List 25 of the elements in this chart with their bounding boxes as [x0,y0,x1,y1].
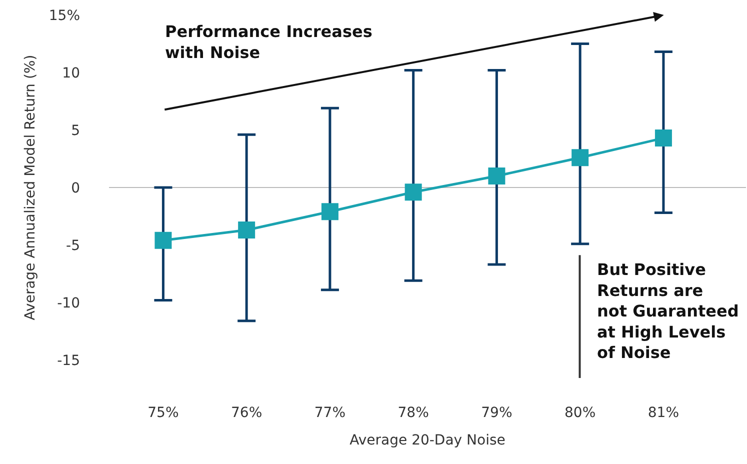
point [404,184,422,201]
point [572,149,589,166]
y-tick-label: -15 [57,352,80,369]
y-tick-label: 5 [71,122,80,139]
x-tick-label: 79% [481,405,512,421]
x-tick-label: 80% [564,405,596,421]
y-tick-label: -10 [57,295,80,312]
x-axis-title: Average 20-Day Noise [350,432,506,448]
point [488,168,506,184]
x-tick-label: 78% [398,405,429,421]
point [654,130,672,147]
x-tick-label: 77% [314,405,346,421]
y-tick-label: 0 [71,180,80,196]
annotation: Performance Increases with Noise [165,22,372,62]
y-axis-title: Average Annualized Model Return (%) [22,54,38,320]
x-tick-label: 76% [231,405,262,421]
point [321,203,338,220]
y-tick-label: 10 [62,65,80,82]
point [238,222,256,239]
point [154,232,172,249]
y-tick-label: -5 [66,238,80,254]
x-tick-label: 75% [148,405,179,421]
x-tick-label: 81% [648,405,680,421]
annotation: But Positive Returns are not Guaranteed at High Levels of Noise [597,260,739,362]
y-tick-label: 15% [48,8,80,24]
